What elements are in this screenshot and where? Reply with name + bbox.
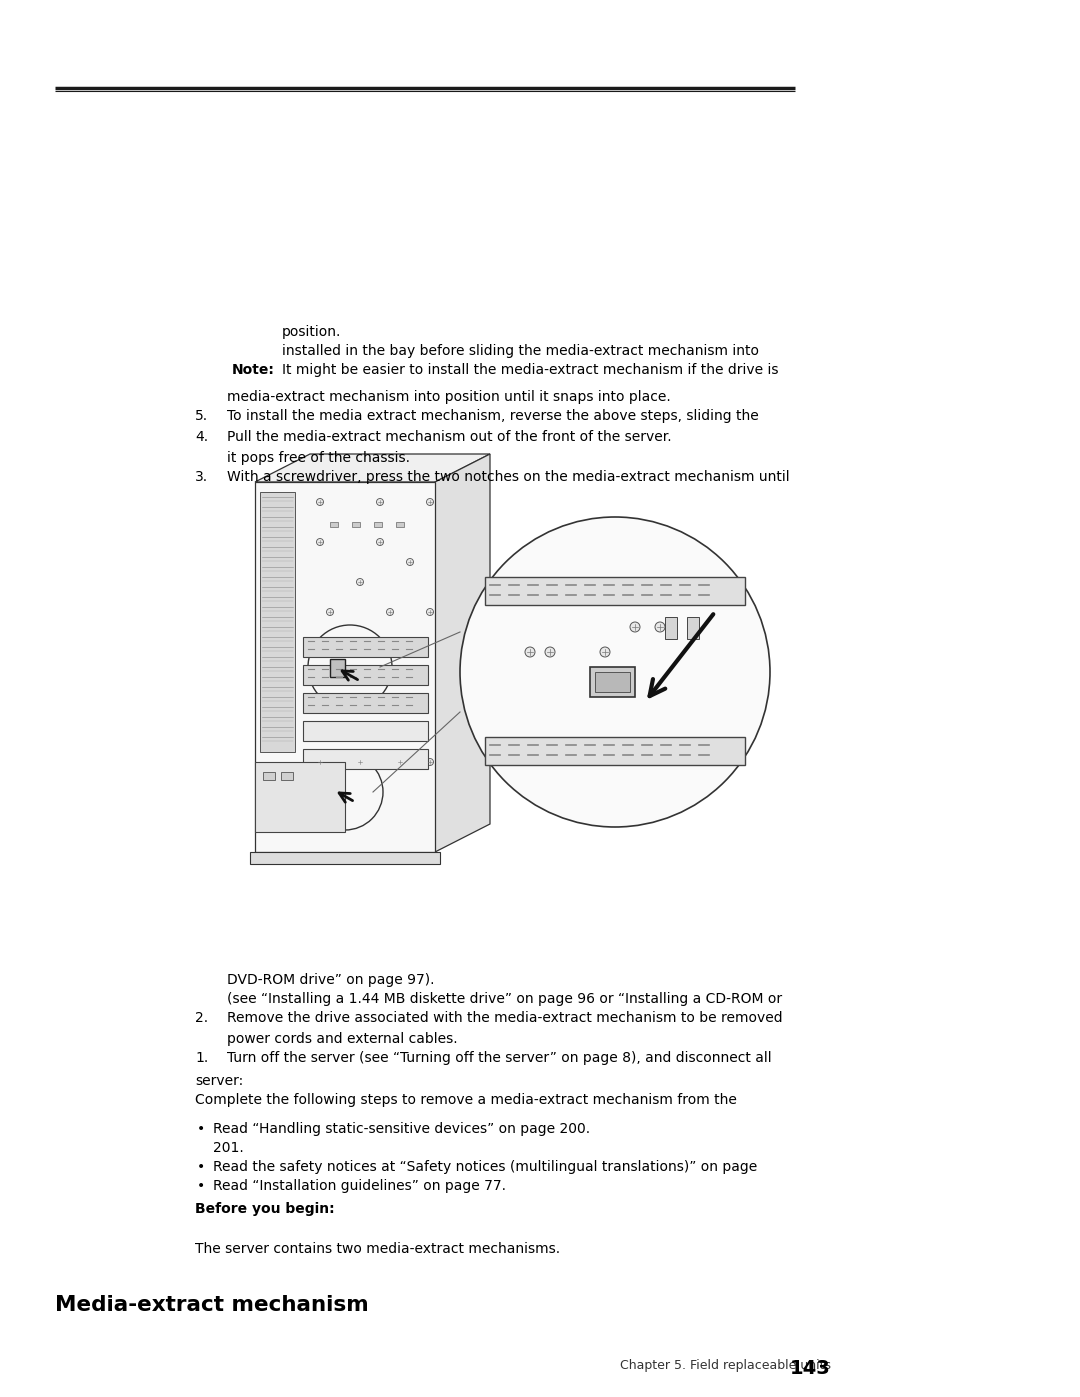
Text: 5.: 5. [195, 409, 208, 423]
Circle shape [316, 499, 324, 506]
Text: 2.: 2. [195, 1011, 208, 1025]
Text: Before you begin:: Before you begin: [195, 1201, 335, 1215]
Text: Read “Installation guidelines” on page 77.: Read “Installation guidelines” on page 7… [213, 1179, 507, 1193]
Bar [590, 666, 635, 697]
Text: •: • [197, 1122, 205, 1136]
Bar [264, 773, 275, 780]
Circle shape [316, 538, 324, 545]
Text: media-extract mechanism into position until it snaps into place.: media-extract mechanism into position un… [227, 390, 671, 404]
Bar [352, 522, 360, 527]
Text: 143: 143 [789, 1359, 831, 1377]
Bar [249, 852, 440, 863]
FancyArrowPatch shape [649, 615, 713, 696]
Text: it pops free of the chassis.: it pops free of the chassis. [227, 451, 410, 465]
Bar [330, 522, 338, 527]
Circle shape [377, 538, 383, 545]
Text: The server contains two media-extract mechanisms.: The server contains two media-extract me… [195, 1242, 561, 1256]
Text: Pull the media-extract mechanism out of the front of the server.: Pull the media-extract mechanism out of … [227, 430, 672, 444]
Text: installed in the bay before sliding the media-extract mechanism into: installed in the bay before sliding the … [282, 344, 759, 358]
Text: position.: position. [282, 326, 341, 339]
Bar [255, 482, 435, 852]
Text: Complete the following steps to remove a media-extract mechanism from the: Complete the following steps to remove a… [195, 1092, 737, 1106]
Circle shape [406, 559, 414, 566]
Text: 1.: 1. [195, 1051, 208, 1065]
Circle shape [545, 647, 555, 657]
Text: With a screwdriver, press the two notches on the media-extract mechanism until: With a screwdriver, press the two notche… [227, 469, 789, 483]
Circle shape [427, 499, 433, 506]
Text: Read the safety notices at “Safety notices (multilingual translations)” on page: Read the safety notices at “Safety notic… [213, 1160, 757, 1173]
Bar [303, 665, 428, 685]
Text: It might be easier to install the media-extract mechanism if the drive is: It might be easier to install the media-… [282, 363, 779, 377]
Bar [327, 782, 341, 798]
Circle shape [525, 647, 535, 657]
Circle shape [356, 578, 364, 585]
Polygon shape [255, 454, 490, 482]
Circle shape [356, 759, 364, 766]
Circle shape [460, 517, 770, 827]
Circle shape [377, 499, 383, 506]
Polygon shape [435, 454, 490, 852]
Text: To install the media extract mechanism, reverse the above steps, sliding the: To install the media extract mechanism, … [227, 409, 759, 423]
Text: •: • [197, 1160, 205, 1173]
Bar [303, 721, 428, 740]
Bar [303, 637, 428, 657]
Bar [485, 738, 745, 766]
Bar [303, 693, 428, 712]
Bar [303, 749, 428, 768]
Bar [687, 617, 699, 638]
Bar [665, 617, 677, 638]
Circle shape [630, 622, 640, 631]
Text: 3.: 3. [195, 469, 208, 483]
Bar [281, 773, 293, 780]
Circle shape [600, 647, 610, 657]
Text: Turn off the server (see “Turning off the server” on page 8), and disconnect all: Turn off the server (see “Turning off th… [227, 1051, 771, 1065]
Circle shape [427, 609, 433, 616]
Bar [330, 659, 345, 678]
Circle shape [387, 609, 393, 616]
Text: 201.: 201. [213, 1141, 244, 1155]
Text: DVD-ROM drive” on page 97).: DVD-ROM drive” on page 97). [227, 972, 434, 988]
Text: power cords and external cables.: power cords and external cables. [227, 1032, 458, 1046]
Bar [485, 577, 745, 605]
Bar [595, 672, 630, 692]
Circle shape [427, 759, 433, 766]
Text: •: • [197, 1179, 205, 1193]
Text: (see “Installing a 1.44 MB diskette drive” on page 96 or “Installing a CD-ROM or: (see “Installing a 1.44 MB diskette driv… [227, 992, 782, 1006]
Circle shape [654, 622, 665, 631]
Text: Remove the drive associated with the media-extract mechanism to be removed: Remove the drive associated with the med… [227, 1011, 783, 1025]
Text: 4.: 4. [195, 430, 208, 444]
Bar [260, 492, 295, 752]
Bar [255, 761, 345, 833]
Text: Read “Handling static-sensitive devices” on page 200.: Read “Handling static-sensitive devices”… [213, 1122, 590, 1136]
Circle shape [396, 759, 404, 766]
Bar [374, 522, 382, 527]
Circle shape [316, 759, 324, 766]
Circle shape [326, 609, 334, 616]
Text: Note:: Note: [232, 363, 275, 377]
Text: Media-extract mechanism: Media-extract mechanism [55, 1295, 368, 1315]
Text: Chapter 5. Field replaceable units: Chapter 5. Field replaceable units [620, 1359, 831, 1372]
Text: server:: server: [195, 1074, 243, 1088]
Bar [396, 522, 404, 527]
